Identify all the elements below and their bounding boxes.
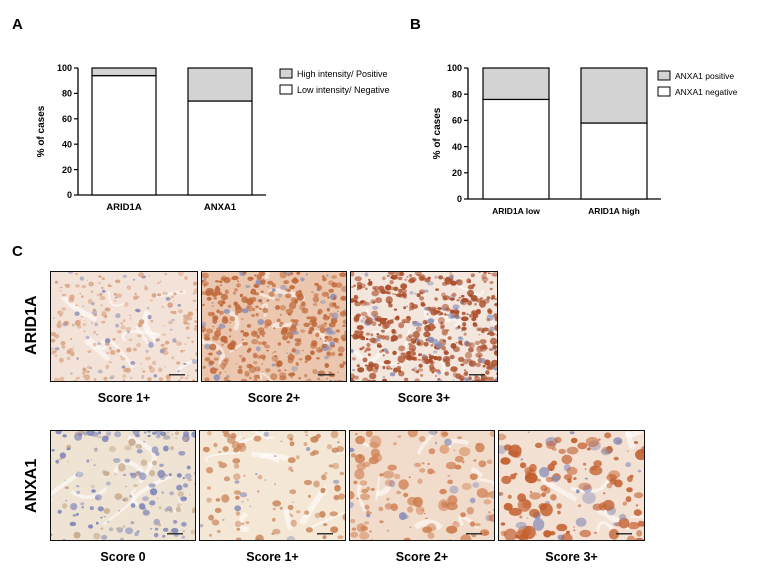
x-category-label: ARID1A [106,202,142,213]
y-tick-label: 60 [62,114,72,124]
legend-swatch [279,84,293,95]
y-tick-label: 20 [452,168,462,178]
chart-a: 0 20 40 60 80 100 % of cases ARID1A ANXA1 High in… [36,63,390,213]
anxa1-score-label: Score 1+ [246,550,299,564]
y-tick-label: 100 [447,63,462,73]
x-category-label: ARID1A high [588,206,640,216]
y-tick-label: 0 [457,194,462,204]
x-category-label: ARID1A low [492,206,540,216]
legend-swatch [657,86,671,97]
anxa1-micrograph-score-0 [50,430,196,541]
legend-swatch [657,70,671,81]
chart-b: 0 20 40 60 80 100 % of cases ARID1A low ARID1A h… [432,63,738,216]
arid1a-score-label: Score 2+ [247,391,301,405]
anxa1-micrograph-score-3 [498,430,645,541]
bar-segment-positive [482,67,550,101]
bar-segment-negative [482,98,550,200]
arid1a-micrograph-score-1 [201,271,347,382]
anxa1-micrograph-score-2 [349,430,495,541]
anxa1-score-label: Score 2+ [395,550,449,564]
arid1a-micrograph-score-0 [50,271,198,382]
y-tick-label: 100 [57,63,72,73]
bar-segment-positive [187,67,253,102]
y-tick-label: 40 [62,139,72,149]
bar-segment-positive [580,67,648,124]
y-tick-label: 0 [67,190,72,200]
y-axis-label: % of cases [36,105,47,157]
legend-label: High intensity/ Positive [297,69,388,79]
arid1a-score-label: Score 1+ [97,391,151,405]
y-tick-label: 60 [452,116,462,126]
panel-label-a: A [12,16,23,33]
panel-label-b: B [410,16,421,33]
arid1a-score-label: Score 3+ [397,391,451,405]
anxa1-row-label: ANXA1 [23,458,40,513]
bar-segment-negative [580,122,648,200]
x-category-label: ANXA1 [204,202,237,213]
y-axis-label: % of cases [432,107,443,159]
y-tick-label: 80 [452,89,462,99]
anxa1-score-label: Score 0 [100,550,146,564]
y-tick-label: 80 [62,89,72,99]
anxa1-micrograph-score-1 [199,430,346,541]
legend-label: ANXA1 negative [675,87,738,97]
bar-segment-negative [187,100,253,196]
legend-label: ANXA1 positive [675,71,734,81]
anxa1-score-label: Score 3+ [545,550,598,564]
y-tick-label: 20 [62,165,72,175]
bar-segment-positive [91,67,157,77]
bar-segment-negative [91,75,157,196]
arid1a-row-label: ARID1A [23,295,40,355]
panel-label-c: C [12,243,23,260]
arid1a-micrograph-score-2 [350,271,498,382]
legend-swatch [279,68,293,79]
y-tick-label: 40 [452,142,462,152]
legend-label: Low intensity/ Negative [297,85,390,95]
